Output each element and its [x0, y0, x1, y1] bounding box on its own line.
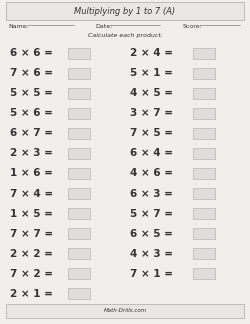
Text: 7 × 2 =: 7 × 2 = [10, 269, 53, 279]
FancyBboxPatch shape [68, 248, 90, 259]
Text: 6 × 7 =: 6 × 7 = [10, 128, 53, 138]
Text: 5 × 1 =: 5 × 1 = [130, 68, 173, 78]
Text: 2 × 4 =: 2 × 4 = [130, 48, 173, 58]
Text: 5 × 5 =: 5 × 5 = [10, 88, 53, 98]
Text: Math-Drills.com: Math-Drills.com [104, 308, 146, 314]
Text: 7 × 6 =: 7 × 6 = [10, 68, 53, 78]
FancyBboxPatch shape [193, 108, 215, 119]
FancyBboxPatch shape [193, 268, 215, 279]
FancyBboxPatch shape [6, 304, 244, 318]
Text: 7 × 1 =: 7 × 1 = [130, 269, 173, 279]
FancyBboxPatch shape [68, 148, 90, 159]
FancyBboxPatch shape [68, 208, 90, 219]
Text: Multiplying by 1 to 7 (A): Multiplying by 1 to 7 (A) [74, 6, 176, 16]
Text: 3 × 7 =: 3 × 7 = [130, 108, 173, 118]
Text: 1 × 5 =: 1 × 5 = [10, 209, 53, 219]
FancyBboxPatch shape [193, 148, 215, 159]
FancyBboxPatch shape [193, 228, 215, 239]
Text: 4 × 3 =: 4 × 3 = [130, 249, 173, 259]
Text: 7 × 5 =: 7 × 5 = [130, 128, 173, 138]
Text: Name:: Name: [8, 24, 29, 29]
Text: Calculate each product.: Calculate each product. [88, 32, 162, 38]
FancyBboxPatch shape [6, 2, 244, 20]
FancyBboxPatch shape [193, 48, 215, 59]
FancyBboxPatch shape [68, 228, 90, 239]
FancyBboxPatch shape [68, 88, 90, 99]
FancyBboxPatch shape [68, 48, 90, 59]
Text: 2 × 2 =: 2 × 2 = [10, 249, 53, 259]
Text: 4 × 5 =: 4 × 5 = [130, 88, 173, 98]
Text: 1 × 6 =: 1 × 6 = [10, 168, 53, 179]
FancyBboxPatch shape [68, 288, 90, 299]
FancyBboxPatch shape [68, 68, 90, 79]
FancyBboxPatch shape [193, 248, 215, 259]
FancyBboxPatch shape [68, 108, 90, 119]
FancyBboxPatch shape [193, 188, 215, 199]
FancyBboxPatch shape [193, 168, 215, 179]
FancyBboxPatch shape [193, 88, 215, 99]
FancyBboxPatch shape [193, 68, 215, 79]
Text: 7 × 7 =: 7 × 7 = [10, 229, 53, 239]
Text: 2 × 3 =: 2 × 3 = [10, 148, 53, 158]
Text: 6 × 3 =: 6 × 3 = [130, 189, 173, 199]
FancyBboxPatch shape [68, 168, 90, 179]
Text: 6 × 6 =: 6 × 6 = [10, 48, 53, 58]
Text: 6 × 5 =: 6 × 5 = [130, 229, 173, 239]
Text: 6 × 4 =: 6 × 4 = [130, 148, 173, 158]
FancyBboxPatch shape [68, 188, 90, 199]
Text: 2 × 1 =: 2 × 1 = [10, 289, 53, 299]
Text: 5 × 7 =: 5 × 7 = [130, 209, 173, 219]
FancyBboxPatch shape [68, 128, 90, 139]
Text: 5 × 6 =: 5 × 6 = [10, 108, 53, 118]
FancyBboxPatch shape [68, 268, 90, 279]
Text: 4 × 6 =: 4 × 6 = [130, 168, 173, 179]
FancyBboxPatch shape [193, 128, 215, 139]
FancyBboxPatch shape [193, 208, 215, 219]
Text: Score:: Score: [183, 24, 203, 29]
Text: Date:: Date: [95, 24, 112, 29]
Text: 7 × 4 =: 7 × 4 = [10, 189, 53, 199]
